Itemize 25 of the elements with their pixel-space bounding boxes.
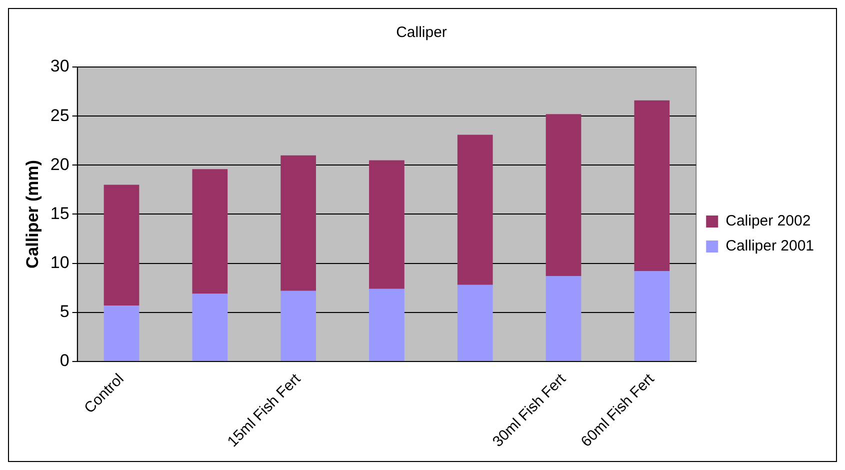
y-tick-label: 25 [50,106,70,125]
y-tick-label: 0 [60,351,70,370]
bar [369,288,404,361]
y-tick-label: 20 [50,154,70,174]
bar [192,169,228,294]
y-tick-label: 10 [50,253,70,272]
y-tick-label: 5 [60,302,70,322]
bar [280,155,316,291]
bar [192,294,228,361]
bar [546,276,582,361]
bar [104,306,140,361]
bar [634,271,670,361]
bar [280,290,316,361]
bar [457,134,493,285]
legend-label: Calliper 2001 [726,238,814,255]
legend-label: Caliper 2002 [726,212,811,230]
y-tick-label: 30 [50,56,70,76]
bar [369,160,404,289]
bar [634,100,670,272]
bar [457,284,493,361]
bar [546,114,582,276]
y-axis-title: Calliper (mm) [22,160,42,269]
chart-title: Calliper [396,24,447,42]
bar [104,184,140,306]
y-tick-label: 15 [50,204,70,223]
